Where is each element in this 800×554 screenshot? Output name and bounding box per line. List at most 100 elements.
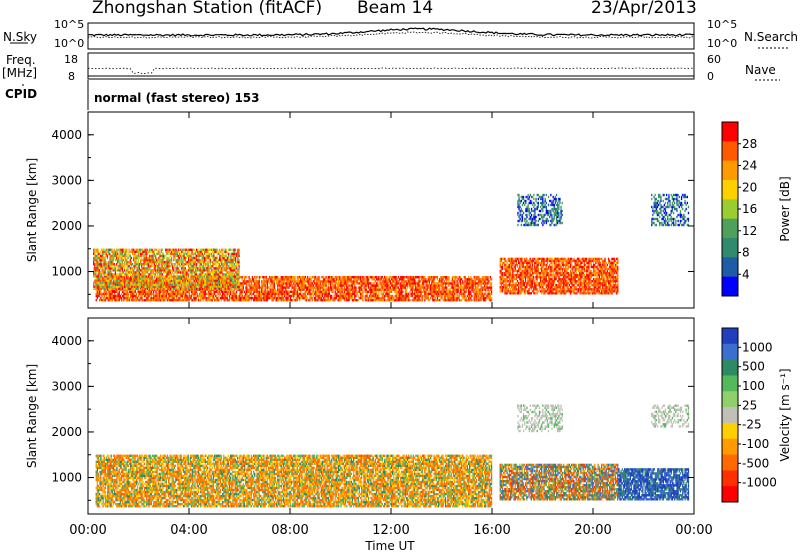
echo-cell [149, 296, 151, 300]
echo-cell [130, 294, 132, 298]
echo-cell [300, 276, 302, 279]
echo-cell [236, 296, 239, 300]
echo-cell [233, 299, 235, 302]
echo-cell [371, 294, 373, 298]
echo-cell [205, 292, 208, 296]
echo-cell [240, 290, 242, 293]
echo-cell [332, 284, 334, 287]
echo-cell [152, 258, 154, 262]
echo-cell [449, 290, 451, 293]
echo-cell [299, 280, 301, 283]
echo-cell [458, 276, 460, 279]
echo-cell [116, 299, 118, 302]
echo-cell [198, 283, 200, 286]
echo-cell [97, 290, 100, 293]
echo-cell [134, 279, 136, 282]
echo-cell [213, 296, 216, 300]
echo-cell [161, 299, 163, 302]
echo-cell [128, 283, 130, 286]
echo-cell [196, 258, 198, 262]
echo-cell [475, 292, 478, 296]
echo-cell [371, 286, 373, 289]
echo-cell [428, 284, 431, 287]
echo-cell [97, 294, 100, 298]
echo-cell [247, 296, 249, 300]
echo-cell [434, 290, 436, 293]
echo-cell [350, 294, 352, 298]
echo-cell [183, 252, 185, 256]
echo-cell [411, 290, 413, 293]
echo-cell [118, 292, 120, 296]
echo-cell [310, 288, 312, 291]
echo-cell [188, 299, 190, 302]
echo-cell [389, 282, 391, 285]
echo-cell [402, 290, 404, 293]
echo-cell [241, 276, 243, 279]
echo-cell [369, 282, 371, 285]
echo-cell [166, 292, 169, 296]
echo-cell [144, 283, 146, 286]
echo-cell [105, 260, 107, 264]
echo-cell [286, 294, 288, 298]
echo-cell [431, 286, 433, 289]
echo-cell [466, 286, 468, 289]
echo-cell [208, 281, 210, 284]
echo-cell [381, 280, 383, 283]
echo-cell [256, 292, 258, 296]
echo-cell [356, 280, 358, 283]
echo-cell [402, 282, 404, 285]
echo-cell [146, 248, 149, 251]
echo-cell [324, 280, 326, 283]
echo-cell [288, 290, 290, 293]
echo-cell [467, 280, 470, 283]
echo-cell [288, 294, 290, 298]
echo-cell [451, 276, 454, 279]
echo-cell [250, 284, 252, 287]
echo-cell [318, 294, 320, 298]
echo-cell [169, 287, 171, 290]
echo-cell [157, 271, 159, 274]
echo-cell [134, 256, 136, 260]
echo-cell [490, 288, 493, 291]
echo-cell [370, 299, 372, 302]
echo-cell [246, 286, 248, 289]
echo-cell [288, 299, 290, 302]
echo-cell [215, 288, 217, 291]
echo-cell [182, 292, 185, 296]
echo-cell [266, 296, 269, 300]
echo-cell [142, 290, 144, 293]
nsky-label: N.Sky [3, 30, 38, 44]
echo-cell [487, 290, 489, 293]
echo-cell [241, 286, 243, 289]
echo-cell [248, 284, 250, 287]
echo-cell [367, 286, 370, 289]
echo-cell [302, 282, 304, 285]
echo-cell [277, 290, 279, 293]
echo-cell [358, 276, 360, 279]
echo-cell [194, 282, 196, 285]
echo-cell [378, 286, 380, 289]
echo-cell [282, 292, 285, 296]
echo-cell [303, 284, 305, 287]
echo-cell [171, 296, 173, 300]
echo-cell [123, 276, 125, 279]
echo-cell [154, 283, 157, 286]
echo-cell [407, 284, 409, 287]
echo-cell [95, 292, 97, 296]
echo-cell [158, 287, 160, 290]
echo-cell [105, 273, 107, 276]
echo-cell [115, 275, 118, 278]
echo-cell [473, 296, 475, 300]
echo-cell [200, 294, 202, 298]
echo-cell [347, 286, 349, 289]
echo-cell [350, 282, 352, 285]
echo-cell [480, 290, 482, 293]
echo-cell [128, 279, 130, 282]
echo-cell [471, 278, 473, 281]
echo-cell [196, 271, 198, 274]
echo-cell [271, 280, 273, 283]
echo-cell [145, 299, 147, 302]
echo-cell [459, 286, 462, 289]
echo-cell [292, 290, 294, 293]
echo-cell [210, 290, 212, 293]
